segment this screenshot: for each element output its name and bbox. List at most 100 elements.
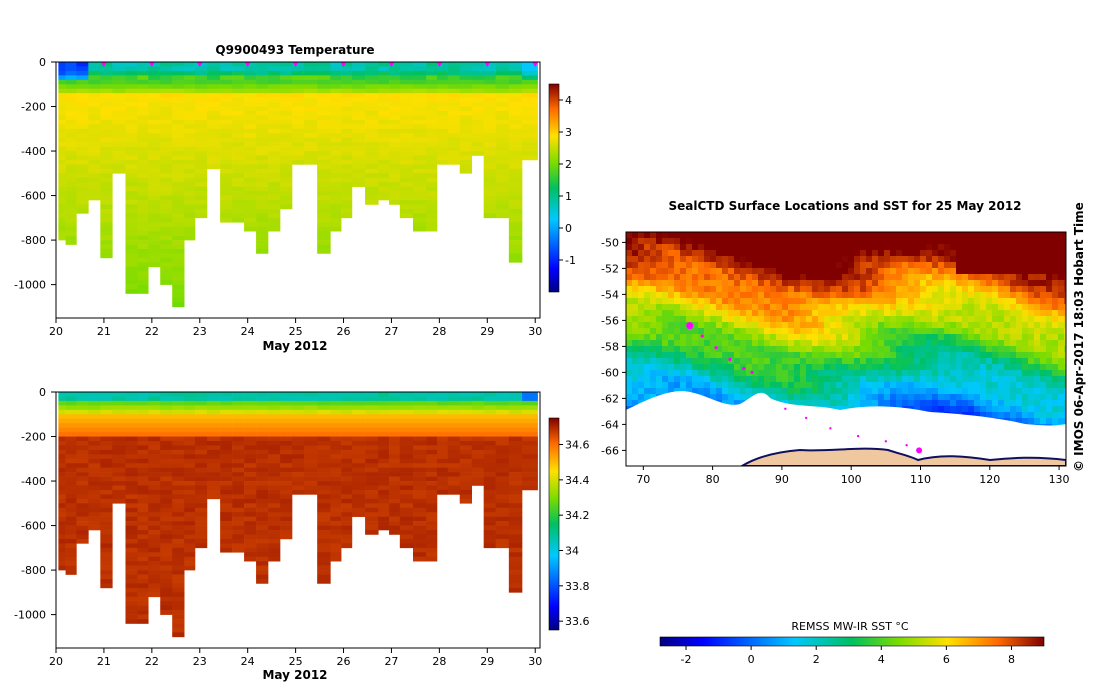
sst-cell	[866, 244, 873, 251]
sst-cell	[638, 292, 645, 299]
sst-cell	[950, 364, 957, 371]
sst-cell	[842, 376, 849, 383]
sst-cell	[848, 334, 855, 341]
sst-cell	[1022, 352, 1029, 359]
sst-cell	[632, 310, 639, 317]
sst-cell	[878, 298, 885, 305]
sst-cell	[842, 286, 849, 293]
sst-cell	[866, 328, 873, 335]
section-cell	[148, 538, 161, 544]
sst-cell	[998, 274, 1005, 281]
section-cell	[483, 79, 496, 85]
section-cell	[194, 70, 208, 76]
sst-cell	[782, 256, 789, 263]
sst-cell	[986, 256, 993, 263]
sst-cell	[758, 280, 765, 287]
sst-cell	[836, 280, 843, 287]
section-cell	[483, 84, 496, 90]
sst-cell	[704, 262, 711, 269]
sst-cell	[1004, 376, 1011, 383]
section-cell	[483, 204, 496, 210]
section-cell	[148, 427, 161, 433]
sst-cell	[716, 334, 723, 341]
section-cell	[148, 240, 161, 245]
section-cell	[459, 409, 473, 415]
section-cell	[330, 164, 342, 170]
section-cell	[160, 454, 173, 460]
section-cell	[76, 200, 89, 205]
section-cell	[184, 507, 196, 513]
section-cell	[244, 164, 257, 170]
section-cell	[148, 208, 161, 214]
sst-cell	[968, 340, 975, 347]
sst-cell	[806, 334, 813, 341]
section-cell	[317, 552, 331, 558]
section-cell	[184, 106, 196, 112]
section-cell	[436, 70, 449, 76]
section-cell	[125, 159, 138, 165]
sst-cell	[950, 310, 957, 317]
sst-cell	[764, 370, 771, 377]
section-cell	[194, 507, 208, 513]
sst-cell	[770, 352, 777, 359]
sst-cell	[836, 346, 843, 353]
sst-cell	[662, 256, 669, 263]
sst-cell	[836, 238, 843, 245]
section-cell	[172, 481, 185, 486]
section-cell	[137, 257, 149, 263]
section-cell	[232, 418, 245, 424]
sst-cell	[716, 274, 723, 281]
section-cell	[508, 208, 523, 214]
sst-cell	[824, 310, 831, 317]
section-cell	[172, 248, 185, 254]
section-cell	[280, 521, 293, 526]
section-cell	[268, 128, 281, 134]
sst-cell	[962, 298, 969, 305]
sst-cell	[674, 238, 681, 245]
section-cell	[148, 213, 161, 219]
sst-cell	[974, 244, 981, 251]
sst-cell	[662, 316, 669, 323]
sst-cell	[938, 364, 945, 371]
sst-cell	[692, 358, 699, 365]
section-cell	[244, 494, 257, 500]
sst-cell	[656, 322, 663, 329]
section-cell	[137, 400, 149, 406]
section-cell	[184, 128, 196, 134]
section-cell	[447, 110, 461, 116]
sst-cell	[758, 256, 765, 263]
section-cell	[112, 102, 126, 107]
sst-cell	[836, 274, 843, 281]
section-cell	[495, 88, 510, 94]
sst-cell	[710, 298, 717, 305]
x-tick-label: 29	[480, 655, 494, 668]
sst-cell	[1016, 370, 1023, 377]
sst-cell	[758, 262, 765, 269]
sst-cell	[932, 304, 939, 311]
section-cell	[483, 142, 496, 147]
sst-cell	[1064, 250, 1066, 257]
section-cell	[330, 400, 342, 406]
sst-cell	[920, 262, 927, 269]
sst-cell	[902, 304, 909, 311]
section-cell	[426, 128, 438, 134]
section-cell	[413, 472, 427, 477]
sst-cell	[1034, 340, 1041, 347]
section-cell	[341, 530, 353, 535]
sst-cell	[968, 310, 975, 317]
section-cell	[184, 231, 196, 236]
sst-cell	[656, 340, 663, 347]
sst-cell	[728, 388, 735, 395]
section-cell	[100, 173, 113, 179]
sst-cell	[944, 238, 951, 245]
section-cell	[256, 463, 269, 468]
sst-cell	[848, 250, 855, 257]
colorbar-tick-label: 34	[565, 545, 579, 558]
sst-cell	[1064, 364, 1066, 371]
sst-cell	[974, 358, 981, 365]
section-cell	[194, 392, 208, 397]
section-cell	[447, 137, 461, 143]
sst-cell	[662, 232, 669, 239]
section-cell	[292, 102, 305, 107]
section-cell	[256, 530, 269, 535]
